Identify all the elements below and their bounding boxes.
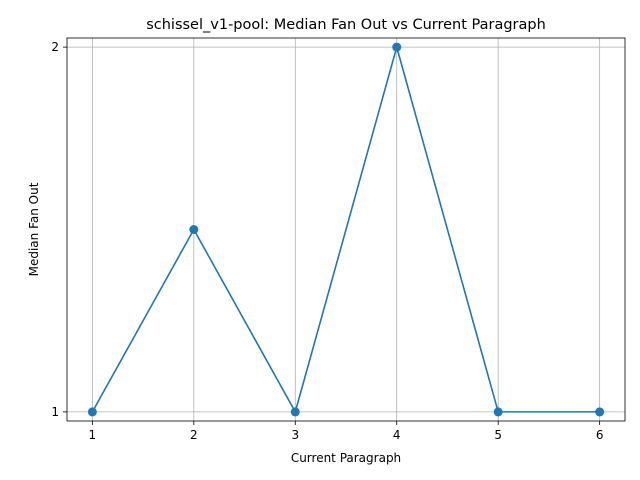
series-line	[91, 44, 600, 414]
data-point	[493, 407, 503, 417]
x-tick-label: 5	[494, 428, 502, 442]
plot-frame	[66, 37, 626, 422]
y-axis-label: Median Fan Out	[27, 182, 41, 276]
chart-title: schissel_v1-pool: Median Fan Out vs Curr…	[146, 17, 546, 33]
x-tick-label: 6	[596, 428, 604, 442]
data-point	[87, 407, 97, 417]
data-point	[392, 42, 402, 52]
data-point	[595, 407, 605, 417]
x-axis-label: Current Paragraph	[291, 451, 401, 465]
x-tick-label: 4	[393, 428, 401, 442]
y-tick-label: 1	[51, 405, 59, 419]
ticks: 1 2 3 4 5 6 1 2	[51, 40, 603, 442]
data-point	[290, 407, 300, 417]
x-tick-label: 3	[291, 428, 299, 442]
y-tick-label: 2	[51, 40, 59, 54]
x-tick-label: 2	[190, 428, 198, 442]
x-tick-label: 1	[89, 428, 97, 442]
data-point	[189, 225, 199, 234]
grid	[67, 38, 625, 421]
series-layer	[87, 42, 605, 417]
